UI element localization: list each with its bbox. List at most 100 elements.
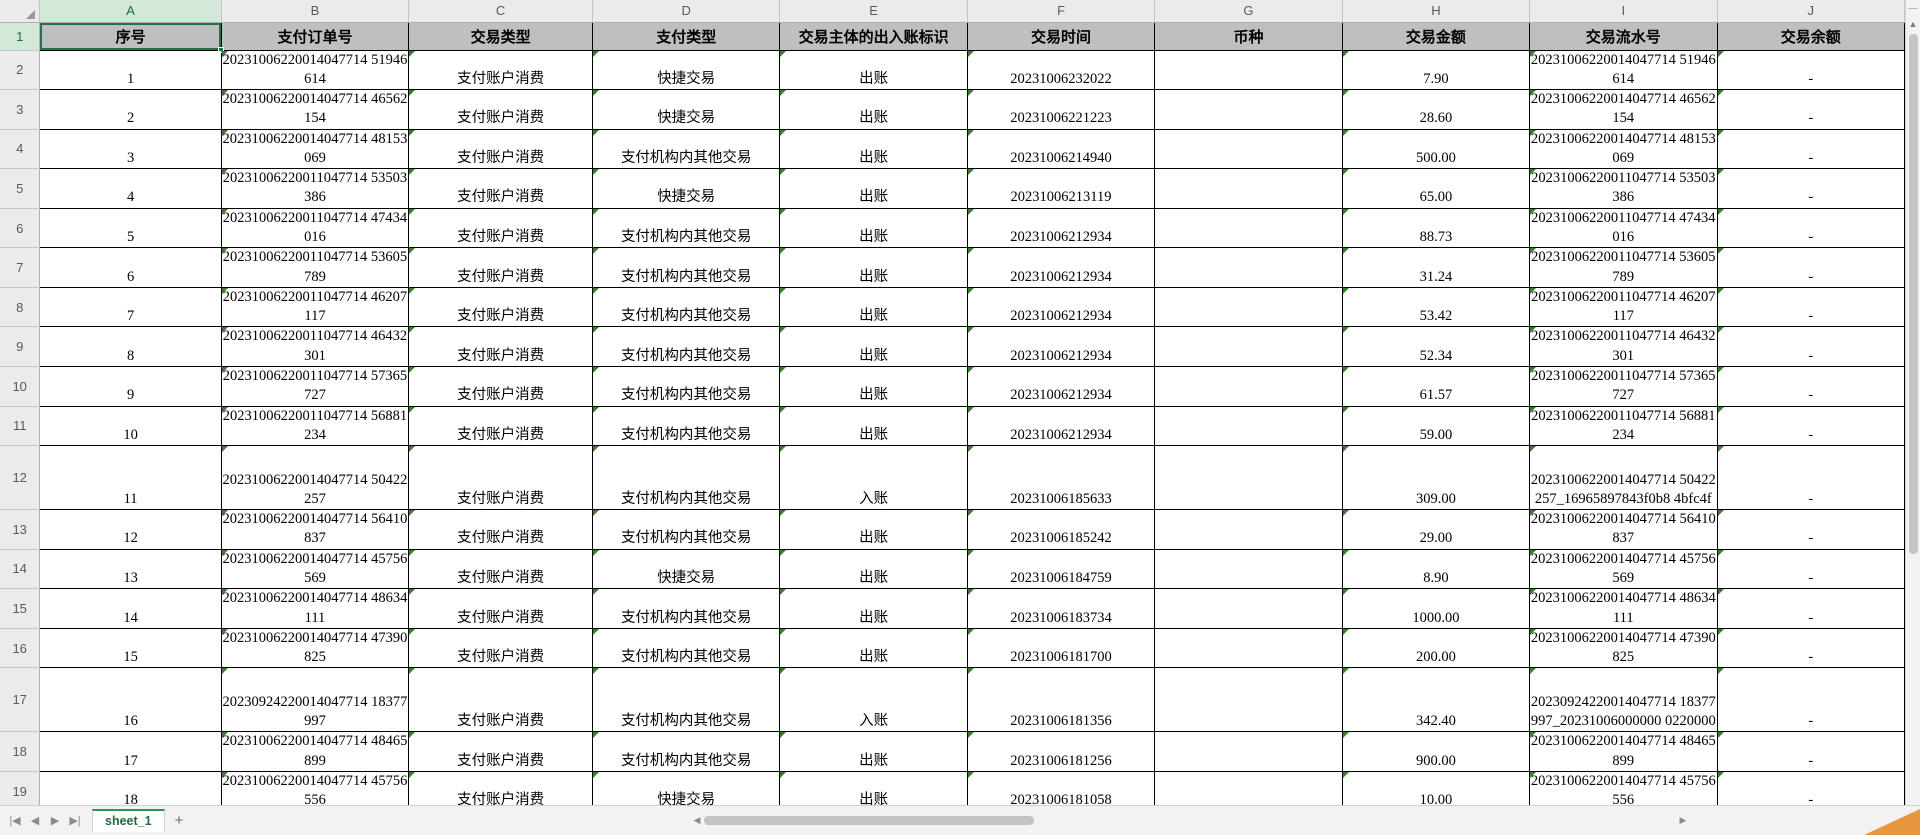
cell-F-6[interactable]: 20231006212934: [967, 208, 1156, 249]
horizontal-scroll-track[interactable]: [704, 816, 1676, 825]
cell-I-10[interactable]: 20231006220011047714 57365727: [1529, 366, 1718, 407]
cell-I-16[interactable]: 20231006220014047714 47390825: [1529, 628, 1718, 669]
cell-B-18[interactable]: 20231006220014047714 48465899: [221, 731, 410, 772]
cell-C-15[interactable]: 支付账户消费: [408, 588, 593, 629]
cell-A-8[interactable]: 7: [39, 287, 222, 328]
cell-B-7[interactable]: 20231006220011047714 53605789: [221, 247, 410, 288]
row-header-4[interactable]: 4: [0, 129, 41, 170]
table-row[interactable]: 18 17 20231006220014047714 48465899 支付账户消费 支…: [0, 731, 1905, 772]
cell-H-19[interactable]: 10.00: [1342, 771, 1531, 805]
cell-C-9[interactable]: 支付账户消费: [408, 326, 593, 367]
cell-G-6[interactable]: [1154, 208, 1343, 249]
cell-A-3[interactable]: 2: [39, 89, 222, 130]
header-cell-A[interactable]: 序号: [39, 21, 224, 53]
add-sheet-icon[interactable]: +: [174, 812, 184, 829]
cell-A-5[interactable]: 4: [39, 168, 222, 209]
cell-E-3[interactable]: 出账: [779, 89, 968, 130]
row-header-9[interactable]: 9: [0, 326, 41, 367]
prev-sheet-icon[interactable]: ◀: [30, 815, 40, 827]
cell-J-10[interactable]: -: [1717, 366, 1905, 407]
cell-H-18[interactable]: 900.00: [1342, 731, 1531, 772]
cell-E-12[interactable]: 入账: [779, 445, 968, 511]
row-header-11[interactable]: 11: [0, 406, 41, 447]
header-cell-E[interactable]: 交易主体的出入账标识: [779, 21, 968, 51]
cell-C-19[interactable]: 支付账户消费: [408, 771, 593, 805]
cell-E-5[interactable]: 出账: [779, 168, 968, 209]
cell-F-18[interactable]: 20231006181256: [967, 731, 1156, 772]
cell-F-14[interactable]: 20231006184759: [967, 549, 1156, 590]
cell-D-4[interactable]: 支付机构内其他交易: [592, 129, 781, 170]
cell-E-7[interactable]: 出账: [779, 247, 968, 288]
cell-G-9[interactable]: [1154, 326, 1343, 367]
cell-D-17[interactable]: 支付机构内其他交易: [592, 667, 781, 733]
cell-B-8[interactable]: 20231006220011047714 46207117: [221, 287, 410, 328]
cell-B-19[interactable]: 20231006220014047714 45756556: [221, 771, 410, 805]
cell-F-17[interactable]: 20231006181356: [967, 667, 1156, 733]
cell-H-17[interactable]: 342.40: [1342, 667, 1531, 733]
table-row[interactable]: 7 6 20231006220011047714 53605789 支付账户消费 支付机…: [0, 247, 1905, 288]
cell-I-12[interactable]: 20231006220014047714 50422257_1696589784…: [1529, 445, 1718, 511]
table-row[interactable]: 15 14 20231006220014047714 48634111 支付账户消费 支…: [0, 588, 1905, 629]
cell-E-4[interactable]: 出账: [779, 129, 968, 170]
table-row[interactable]: 8 7 20231006220011047714 46207117 支付账户消费 支付机…: [0, 287, 1905, 328]
cell-B-13[interactable]: 20231006220014047714 56410837: [221, 509, 410, 550]
table-row[interactable]: 13 12 20231006220014047714 56410837 支付账户消费 支…: [0, 509, 1905, 550]
cell-C-16[interactable]: 支付账户消费: [408, 628, 593, 669]
cell-J-2[interactable]: -: [1717, 50, 1905, 91]
cell-B-2[interactable]: 20231006220014047714 51946614: [221, 50, 410, 91]
cell-A-13[interactable]: 12: [39, 509, 222, 550]
cell-E-16[interactable]: 出账: [779, 628, 968, 669]
cell-B-14[interactable]: 20231006220014047714 45756569: [221, 549, 410, 590]
horizontal-scrollbar[interactable]: ◀ ▶: [690, 813, 1690, 828]
cell-F-4[interactable]: 20231006214940: [967, 129, 1156, 170]
cell-B-3[interactable]: 20231006220014047714 46562154: [221, 89, 410, 130]
cell-H-11[interactable]: 59.00: [1342, 406, 1531, 447]
row-header-2[interactable]: 2: [0, 50, 41, 91]
cell-J-5[interactable]: -: [1717, 168, 1905, 209]
row-header-19[interactable]: 19: [0, 771, 41, 805]
cell-J-3[interactable]: -: [1717, 89, 1905, 130]
column-header-J[interactable]: J: [1717, 0, 1905, 23]
cell-J-12[interactable]: -: [1717, 445, 1905, 511]
table-row[interactable]: 2 1 20231006220014047714 51946614 支付账户消费 快捷交…: [0, 50, 1905, 91]
cell-F-13[interactable]: 20231006185242: [967, 509, 1156, 550]
cell-E-2[interactable]: 出账: [779, 50, 968, 91]
header-cell-J[interactable]: 交易余额: [1717, 21, 1905, 51]
cell-G-5[interactable]: [1154, 168, 1343, 209]
cell-F-15[interactable]: 20231006183734: [967, 588, 1156, 629]
cell-G-18[interactable]: [1154, 731, 1343, 772]
cell-B-6[interactable]: 20231006220011047714 47434016: [221, 208, 410, 249]
cell-E-14[interactable]: 出账: [779, 549, 968, 590]
cell-D-3[interactable]: 快捷交易: [592, 89, 781, 130]
cell-C-8[interactable]: 支付账户消费: [408, 287, 593, 328]
cell-D-2[interactable]: 快捷交易: [592, 50, 781, 91]
cell-F-8[interactable]: 20231006212934: [967, 287, 1156, 328]
cell-I-7[interactable]: 20231006220011047714 53605789: [1529, 247, 1718, 288]
vertical-scrollbar[interactable]: — ▲: [1905, 0, 1920, 805]
cell-C-4[interactable]: 支付账户消费: [408, 129, 593, 170]
cell-H-7[interactable]: 31.24: [1342, 247, 1531, 288]
table-row[interactable]: 19 18 20231006220014047714 45756556 支付账户消费 快…: [0, 771, 1905, 805]
cell-F-10[interactable]: 20231006212934: [967, 366, 1156, 407]
cell-G-3[interactable]: [1154, 89, 1343, 130]
row-header-15[interactable]: 15: [0, 588, 41, 629]
cell-F-2[interactable]: 20231006232022: [967, 50, 1156, 91]
header-cell-D[interactable]: 支付类型: [592, 21, 781, 51]
cell-F-5[interactable]: 20231006213119: [967, 168, 1156, 209]
cell-J-16[interactable]: -: [1717, 628, 1905, 669]
cell-D-9[interactable]: 支付机构内其他交易: [592, 326, 781, 367]
cell-D-7[interactable]: 支付机构内其他交易: [592, 247, 781, 288]
cell-E-19[interactable]: 出账: [779, 771, 968, 805]
cell-H-13[interactable]: 29.00: [1342, 509, 1531, 550]
cell-B-16[interactable]: 20231006220014047714 47390825: [221, 628, 410, 669]
row-header-7[interactable]: 7: [0, 247, 41, 288]
cell-H-16[interactable]: 200.00: [1342, 628, 1531, 669]
select-all-corner[interactable]: [0, 0, 41, 23]
cell-H-12[interactable]: 309.00: [1342, 445, 1531, 511]
cell-A-12[interactable]: 11: [39, 445, 222, 511]
cell-A-6[interactable]: 5: [39, 208, 222, 249]
cell-G-4[interactable]: [1154, 129, 1343, 170]
row-header-3[interactable]: 3: [0, 89, 41, 130]
cell-J-6[interactable]: -: [1717, 208, 1905, 249]
cell-I-2[interactable]: 20231006220014047714 51946614: [1529, 50, 1718, 91]
